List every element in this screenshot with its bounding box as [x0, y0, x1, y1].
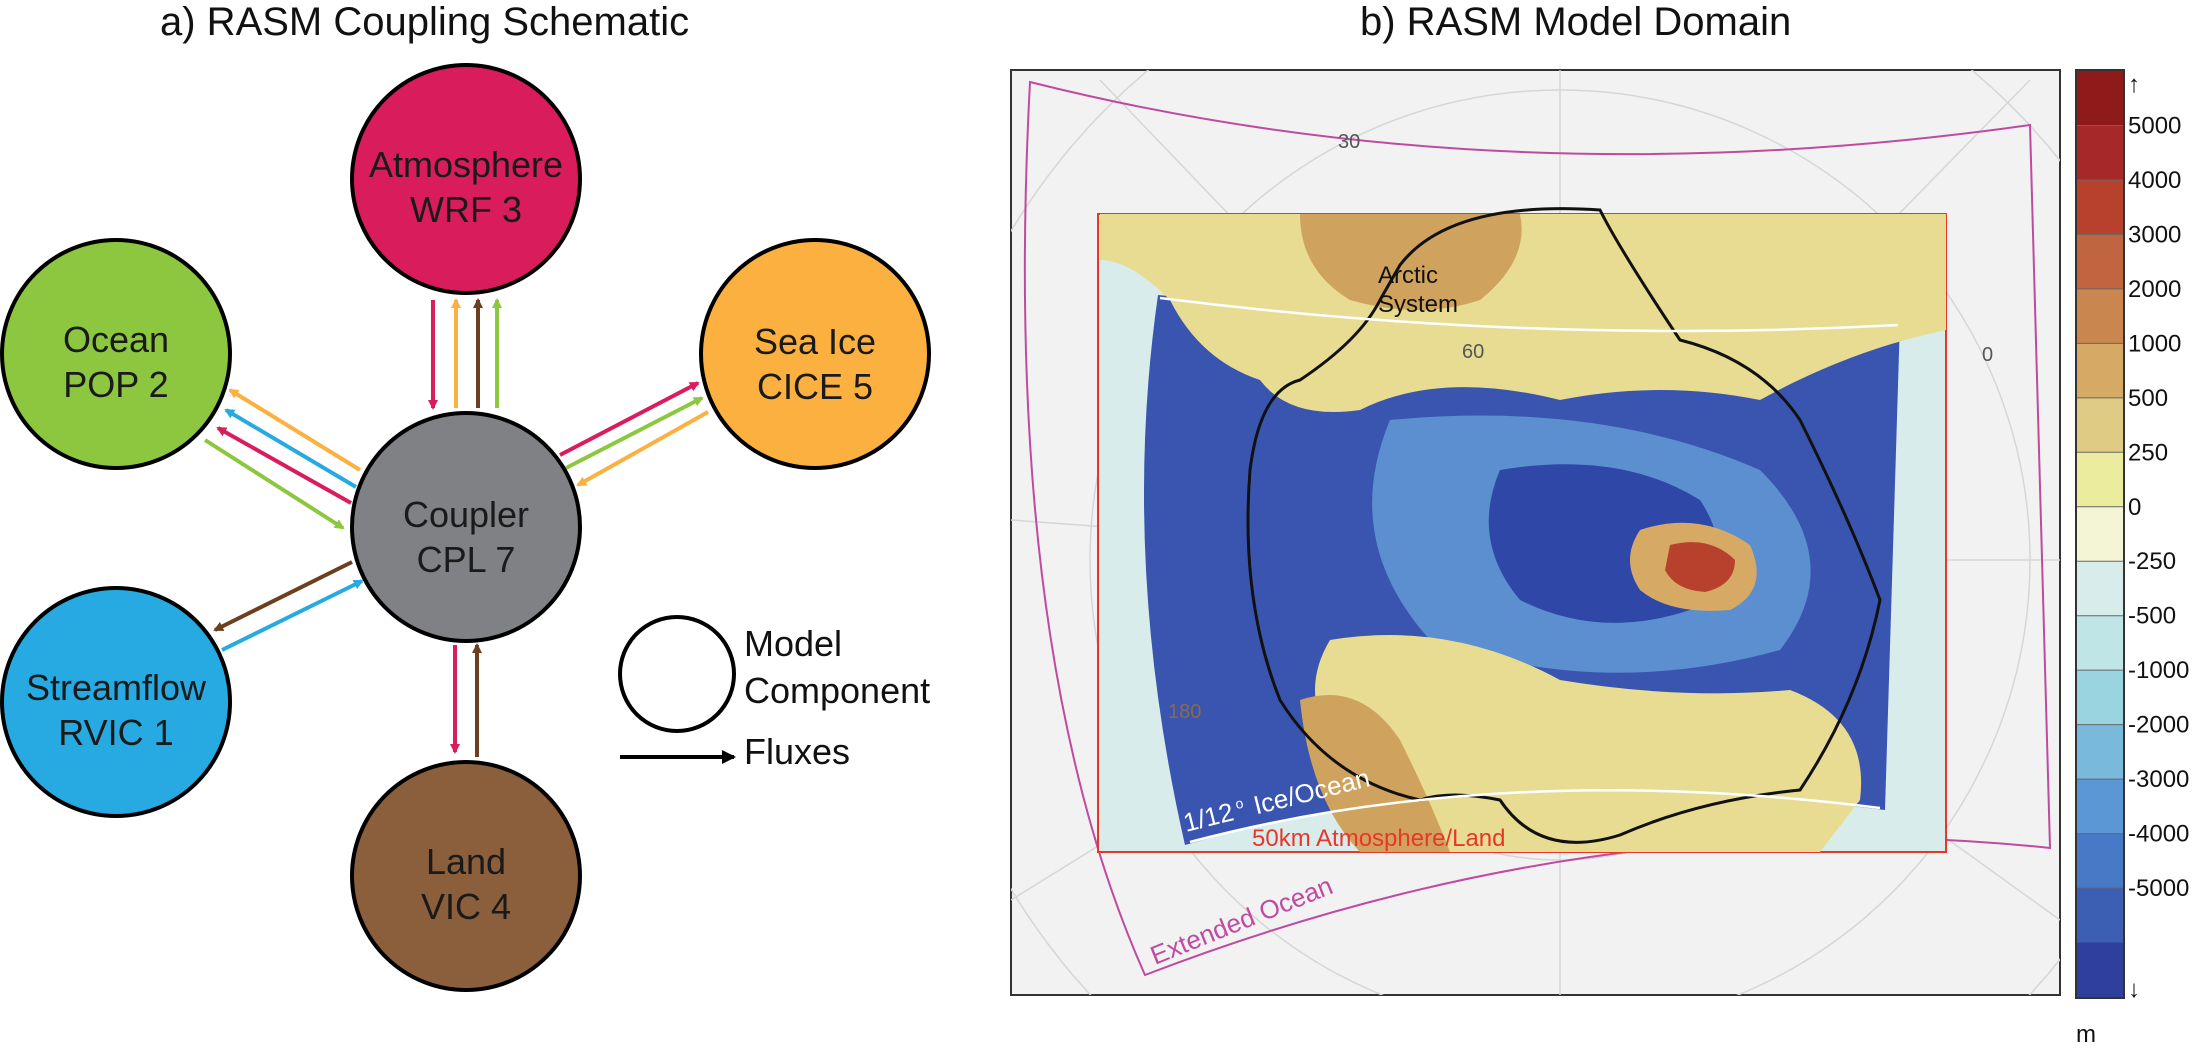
- land-label: Land: [426, 841, 506, 882]
- map-content: Arctic System 30 60 0 180 1/12o Ice/Ocean…: [1011, 70, 2060, 995]
- flux-arrows: [203, 298, 709, 757]
- map-panel: Arctic System 30 60 0 180 1/12o Ice/Ocean…: [1010, 69, 2061, 996]
- flux-arrow-cpl-to-ocean-blue: [224, 408, 358, 489]
- flux-arrow-cpl-to-rvic: [213, 560, 353, 632]
- colorbar-band: [2077, 71, 2123, 126]
- node-atmosphere: Atmosphere WRF 3: [350, 63, 582, 295]
- colorbar-band: [2077, 615, 2123, 671]
- colorbar: ↑ ↓ m 5000 4000 3000 2000 1000 500 250 0 -250 -50…: [2075, 69, 2189, 1048]
- colorbar-band: [2077, 179, 2123, 235]
- legend-fluxes-label: Fluxes: [744, 731, 850, 772]
- flux-arrow-cpl-to-ice-green: [565, 396, 704, 470]
- node-land: Land VIC 4: [350, 760, 582, 992]
- colorbar-tick-label: -5000: [2128, 875, 2189, 902]
- streamflow-model: RVIC 1: [58, 712, 173, 753]
- node-sea-ice: Sea Ice CICE 5: [699, 238, 931, 470]
- land-circle: [350, 760, 582, 992]
- colorbar-arrow-top: ↑: [2128, 71, 2140, 98]
- coupler-model: CPL 7: [417, 539, 516, 580]
- colorbar-tick-label: 500: [2128, 385, 2168, 412]
- lon-0-label: 0: [1982, 344, 1993, 366]
- arctic-system-label-1: Arctic: [1378, 262, 1438, 289]
- colorbar-band: [2077, 888, 2123, 944]
- ocean-model: POP 2: [63, 364, 168, 405]
- legend: Model Component Fluxes: [618, 615, 930, 772]
- coupler-label: Coupler: [403, 494, 529, 535]
- colorbar-tick-label: 3000: [2128, 221, 2181, 248]
- ocean-label: Ocean: [63, 319, 169, 360]
- colorbar-band: [2077, 234, 2123, 290]
- arctic-system-label-2: System: [1378, 291, 1458, 318]
- atmosphere-land-label: 50km Atmosphere/Land: [1252, 825, 1506, 852]
- colorbar-tick-label: 1000: [2128, 330, 2181, 357]
- colorbar-tick-label: -500: [2128, 603, 2176, 630]
- legend-model-circle: [618, 615, 736, 733]
- colorbar-band: [2077, 506, 2123, 562]
- atmosphere-label: Atmosphere: [369, 144, 563, 185]
- colorbar-arrow-bottom: ↓: [2128, 976, 2140, 1003]
- sea-ice-label: Sea Ice: [754, 321, 876, 362]
- colorbar-tick-label: -4000: [2128, 821, 2189, 848]
- land-model: VIC 4: [421, 886, 511, 927]
- node-streamflow: Streamflow RVIC 1: [0, 586, 232, 818]
- ocean-circle: [0, 238, 232, 470]
- colorbar-tick-label: 5000: [2128, 112, 2181, 139]
- colorbar-unit: m: [2076, 1021, 2096, 1048]
- sea-ice-model: CICE 5: [757, 366, 873, 407]
- lat-line-south: [1189, 789, 1881, 844]
- colorbar-band: [2077, 397, 2123, 453]
- lon-180-label: 180: [1168, 701, 1201, 723]
- colorbar-tick-label: 4000: [2128, 167, 2181, 194]
- colorbar-band: [2077, 942, 2123, 998]
- node-coupler: Coupler CPL 7: [350, 411, 582, 643]
- flux-arrow-cpl-to-ocean-orange: [228, 388, 362, 472]
- colorbar-tick-label: -1000: [2128, 657, 2189, 684]
- land-rockies: [1300, 695, 1450, 852]
- colorbar-band: [2077, 343, 2123, 399]
- lat-30-label: 30: [1338, 131, 1360, 153]
- sea-ice-circle: [699, 238, 931, 470]
- colorbar-band: [2077, 561, 2123, 617]
- flux-arrow-rvic-to-cpl: [221, 579, 364, 652]
- flux-arrow-ocean-to-cpl: [203, 438, 345, 530]
- arctic-system-boundary: [1246, 207, 1882, 844]
- panel-a-title: a) RASM Coupling Schematic: [160, 0, 690, 44]
- coupler-circle: [350, 411, 582, 643]
- colorbar-band: [2077, 452, 2123, 508]
- flux-arrow-cpl-to-ocean-red: [216, 426, 352, 505]
- colorbar-band: [2077, 288, 2123, 344]
- legend-model-line1: Model: [744, 623, 842, 664]
- land-eurasia: [1100, 214, 1946, 412]
- node-ocean: Ocean POP 2: [0, 238, 232, 470]
- panel-b-title: b) RASM Model Domain: [1360, 0, 1792, 44]
- streamflow-circle: [0, 586, 232, 818]
- lat-60-line: [1159, 296, 1899, 333]
- flux-arrow-cpl-to-ice-red: [559, 381, 700, 457]
- colorbar-tick-label: 2000: [2128, 276, 2181, 303]
- streamflow-label: Streamflow: [26, 667, 207, 708]
- colorbar-band: [2077, 125, 2123, 181]
- flux-arrow-ice-to-cpl: [576, 410, 709, 487]
- land-greenland-icecap: [1665, 542, 1735, 592]
- colorbar-band: [2077, 670, 2123, 726]
- colorbar-band: [2077, 779, 2123, 835]
- land-eurasia-highlands: [1300, 214, 1522, 310]
- atmosphere-circle: [350, 63, 582, 295]
- legend-model-line2: Component: [744, 670, 930, 711]
- colorbar-tick-label: -2000: [2128, 712, 2189, 739]
- colorbar-tick-label: 0: [2128, 494, 2141, 521]
- colorbar-band: [2077, 833, 2123, 889]
- lat-60-label: 60: [1462, 341, 1484, 363]
- colorbar-band: [2077, 724, 2123, 780]
- colorbar-tick-label: -250: [2128, 548, 2176, 575]
- colorbar-frame: [2075, 69, 2125, 999]
- atmosphere-model: WRF 3: [410, 189, 522, 230]
- colorbar-tick-label: 250: [2128, 439, 2168, 466]
- colorbar-tick-label: -3000: [2128, 766, 2189, 793]
